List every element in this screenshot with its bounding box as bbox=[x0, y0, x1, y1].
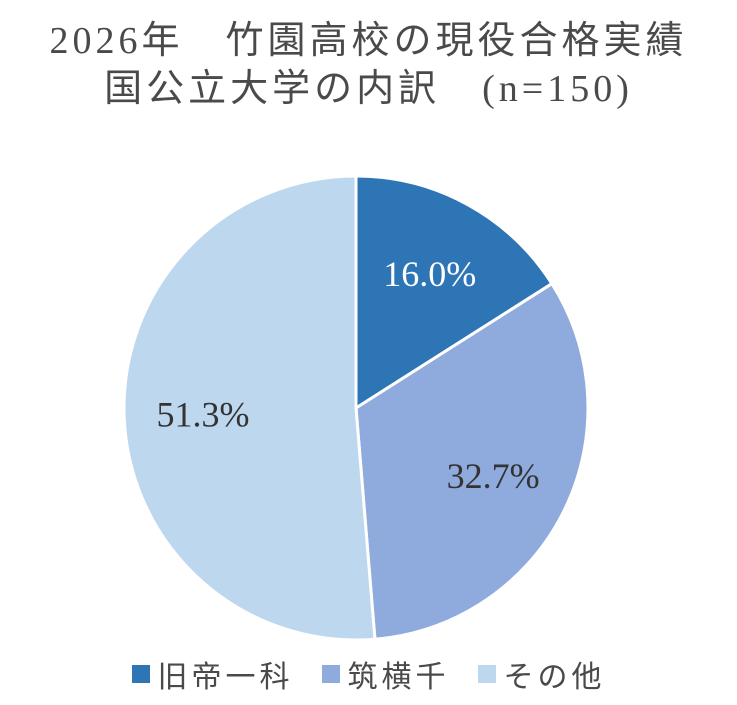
legend-swatch-1 bbox=[321, 665, 340, 683]
pie-slice-label-2: 51.3% bbox=[157, 394, 250, 434]
legend-swatch-2 bbox=[477, 665, 496, 683]
legend-label-1: 筑横千 bbox=[347, 661, 450, 694]
pie-slice-label-0: 16.0% bbox=[383, 254, 476, 294]
chart-title-line-2: 国公立大学の内訳 (n=150) bbox=[104, 68, 633, 110]
legend-swatch-0 bbox=[131, 665, 150, 683]
pie-slice-1 bbox=[354, 282, 590, 641]
legend-label-0: 旧帝一科 bbox=[157, 661, 294, 694]
chart-title-line-1: 2026年 竹園高校の現役合格実績 bbox=[49, 20, 688, 62]
pie-slice-label-1: 32.7% bbox=[447, 456, 540, 496]
legend-item-2: その他 bbox=[477, 652, 606, 696]
pie-slice-2 bbox=[122, 174, 377, 642]
legend: 旧帝一科 筑横千 その他 bbox=[0, 652, 737, 696]
legend-label-2: その他 bbox=[503, 661, 606, 694]
legend-item-1: 筑横千 bbox=[321, 652, 450, 696]
pie-slice-0 bbox=[354, 174, 554, 410]
legend-item-0: 旧帝一科 bbox=[131, 652, 294, 696]
